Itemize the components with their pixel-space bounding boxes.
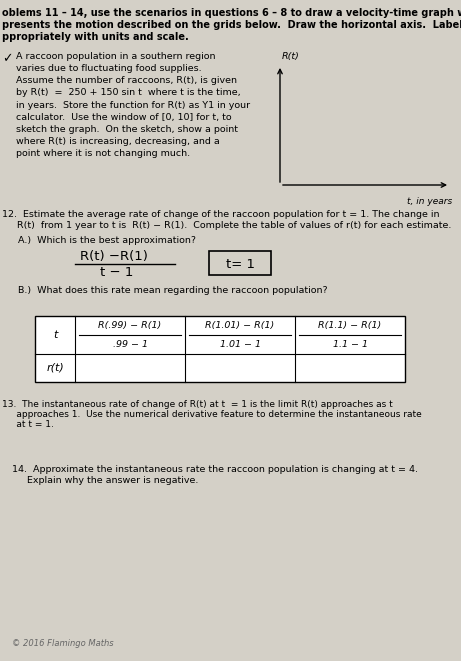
Bar xyxy=(35,316,405,382)
Text: © 2016 Flamingo Maths: © 2016 Flamingo Maths xyxy=(12,639,113,648)
Text: B.)  What does this rate mean regarding the raccoon population?: B.) What does this rate mean regarding t… xyxy=(18,286,328,295)
Text: approaches 1.  Use the numerical derivative feature to determine the instantaneo: approaches 1. Use the numerical derivati… xyxy=(2,410,422,419)
Text: r(t): r(t) xyxy=(46,363,64,373)
Text: Explain why the answer is negative.: Explain why the answer is negative. xyxy=(12,476,198,485)
Text: R(t)  from 1 year to t is  R(t) − R(1).  Complete the table of values of r(t) fo: R(t) from 1 year to t is R(t) − R(1). Co… xyxy=(2,221,451,230)
Text: R(1.1) − R(1): R(1.1) − R(1) xyxy=(319,321,382,330)
Text: at t = 1.: at t = 1. xyxy=(2,420,54,429)
Text: ppropriately with units and scale.: ppropriately with units and scale. xyxy=(2,32,189,42)
Text: 1.01 − 1: 1.01 − 1 xyxy=(219,340,260,349)
Text: t − 1: t − 1 xyxy=(100,266,133,279)
Text: t= 1: t= 1 xyxy=(225,258,254,270)
Text: .99 − 1: .99 − 1 xyxy=(112,340,148,349)
Text: 1.1 − 1: 1.1 − 1 xyxy=(332,340,367,349)
Text: R(.99) − R(1): R(.99) − R(1) xyxy=(98,321,162,330)
Text: 14.  Approximate the instantaneous rate the raccoon population is changing at t : 14. Approximate the instantaneous rate t… xyxy=(12,465,418,474)
Text: R(t) −R(1): R(t) −R(1) xyxy=(80,250,148,263)
Text: 13.  The instantaneous rate of change of R(t) at t  = 1 is the limit R(t) approa: 13. The instantaneous rate of change of … xyxy=(2,400,393,409)
Text: A raccoon population in a southern region
varies due to fluctuating food supplie: A raccoon population in a southern regio… xyxy=(16,52,250,158)
Text: t, in years: t, in years xyxy=(407,197,452,206)
Text: t: t xyxy=(53,330,57,340)
FancyBboxPatch shape xyxy=(209,251,271,275)
Text: R(t): R(t) xyxy=(282,52,300,61)
Text: A.)  Which is the best approximation?: A.) Which is the best approximation? xyxy=(18,236,196,245)
Text: oblems 11 – 14, use the scenarios in questions 6 – 8 to draw a velocity-time gra: oblems 11 – 14, use the scenarios in que… xyxy=(2,8,461,18)
Text: ✓: ✓ xyxy=(2,52,12,65)
Text: presents the motion described on the grids below.  Draw the horizontal axis.  La: presents the motion described on the gri… xyxy=(2,20,461,30)
Text: R(1.01) − R(1): R(1.01) − R(1) xyxy=(205,321,275,330)
Text: 12.  Estimate the average rate of change of the raccoon population for t = 1. Th: 12. Estimate the average rate of change … xyxy=(2,210,439,219)
